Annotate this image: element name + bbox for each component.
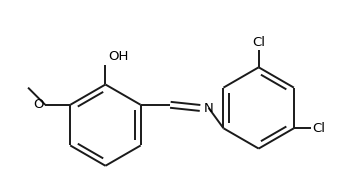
Text: O: O bbox=[33, 98, 44, 111]
Text: OH: OH bbox=[108, 50, 128, 63]
Text: N: N bbox=[204, 102, 214, 115]
Text: Cl: Cl bbox=[313, 122, 326, 135]
Text: Cl: Cl bbox=[252, 36, 265, 48]
